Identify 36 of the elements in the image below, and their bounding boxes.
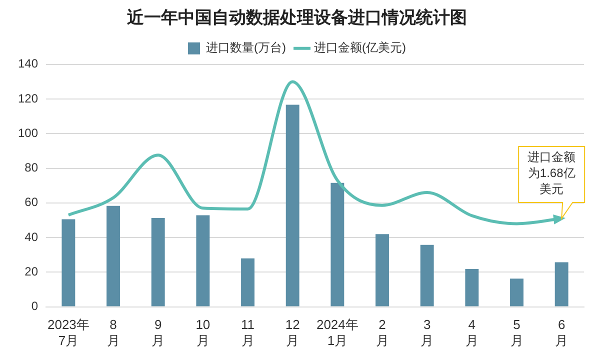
x-tick-label: 5月	[510, 317, 524, 348]
bar	[510, 278, 524, 306]
legend-label: 进口金额(亿美元)	[314, 40, 406, 55]
y-tick-label: 80	[24, 160, 38, 175]
y-tick-label: 0	[31, 299, 38, 314]
bar	[330, 182, 344, 306]
y-tick-label: 100	[18, 126, 38, 140]
bar	[554, 262, 568, 306]
x-tick-label: 4月	[465, 317, 478, 348]
y-tick-label: 20	[24, 264, 38, 278]
bar	[286, 104, 300, 306]
y-tick-label: 120	[18, 91, 38, 106]
x-tick-label: 9月	[152, 317, 165, 348]
bar	[465, 269, 479, 306]
x-tick-label: 8月	[106, 317, 120, 348]
x-tick-label: 2023年7月	[47, 317, 90, 348]
y-tick-label: 40	[24, 230, 38, 244]
y-tick-label: 140	[18, 56, 38, 71]
x-tick-label: 12月	[285, 317, 300, 348]
legend-label: 进口数量(万台)	[206, 40, 286, 55]
x-tick-label: 2024年1月	[316, 317, 358, 348]
bar	[420, 244, 434, 306]
x-tick-label: 10月	[196, 317, 210, 348]
x-tick-label: 6月	[555, 317, 568, 348]
bar	[376, 234, 389, 306]
bar	[62, 219, 76, 306]
bar	[196, 215, 210, 306]
x-tick-label: 11月	[241, 317, 255, 348]
bar	[151, 218, 165, 306]
bar	[241, 258, 254, 306]
chart-title: 近一年中国自动数据处理设备进口情况统计图	[126, 8, 467, 27]
y-tick-label: 60	[24, 195, 38, 210]
annotation: 进口金额为1.68亿美元	[528, 150, 576, 196]
x-tick-label: 2月	[376, 317, 389, 348]
bar	[106, 206, 120, 306]
x-tick-label: 3月	[420, 317, 434, 348]
